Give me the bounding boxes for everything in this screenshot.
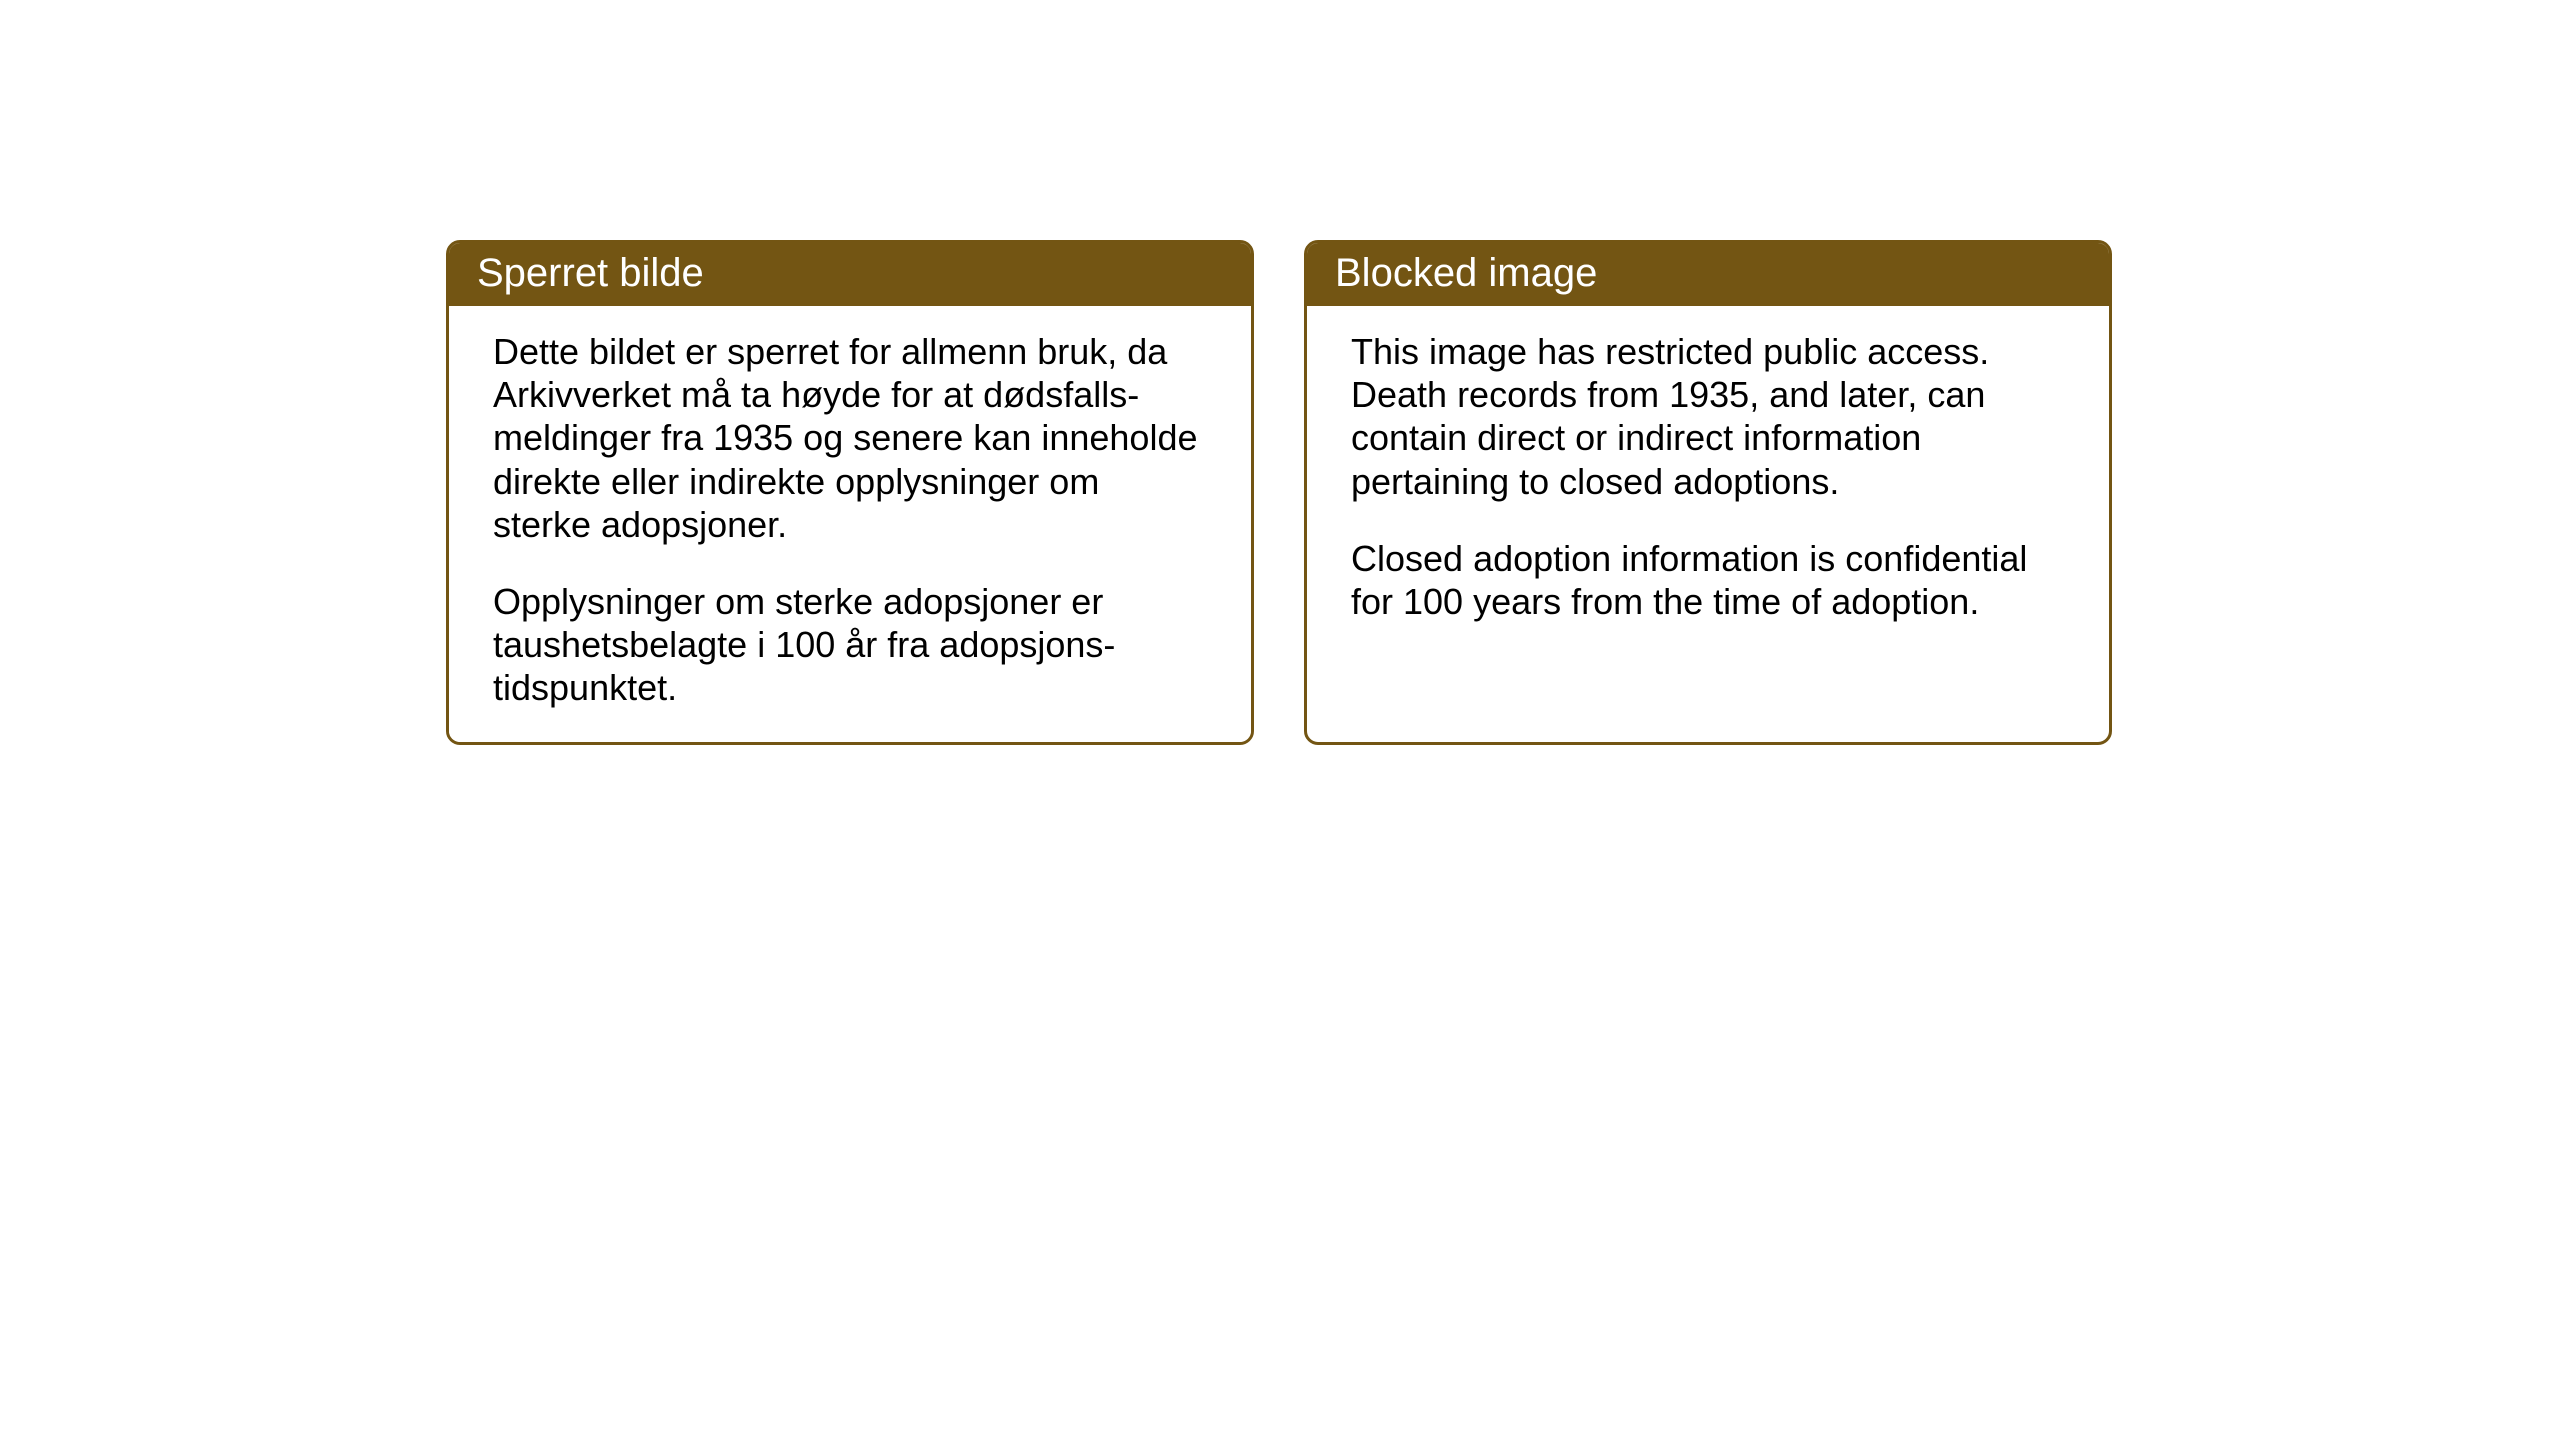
notice-cards-container: Sperret bilde Dette bildet er sperret fo… — [446, 240, 2112, 745]
english-card-body: This image has restricted public access.… — [1307, 306, 2109, 694]
norwegian-paragraph-2: Opplysninger om sterke adopsjoner er tau… — [493, 580, 1207, 710]
english-paragraph-1: This image has restricted public access.… — [1351, 330, 2065, 503]
norwegian-card-title: Sperret bilde — [449, 243, 1251, 306]
english-card-title: Blocked image — [1307, 243, 2109, 306]
english-notice-card: Blocked image This image has restricted … — [1304, 240, 2112, 745]
norwegian-card-body: Dette bildet er sperret for allmenn bruk… — [449, 306, 1251, 742]
norwegian-paragraph-1: Dette bildet er sperret for allmenn bruk… — [493, 330, 1207, 546]
norwegian-notice-card: Sperret bilde Dette bildet er sperret fo… — [446, 240, 1254, 745]
english-paragraph-2: Closed adoption information is confident… — [1351, 537, 2065, 623]
